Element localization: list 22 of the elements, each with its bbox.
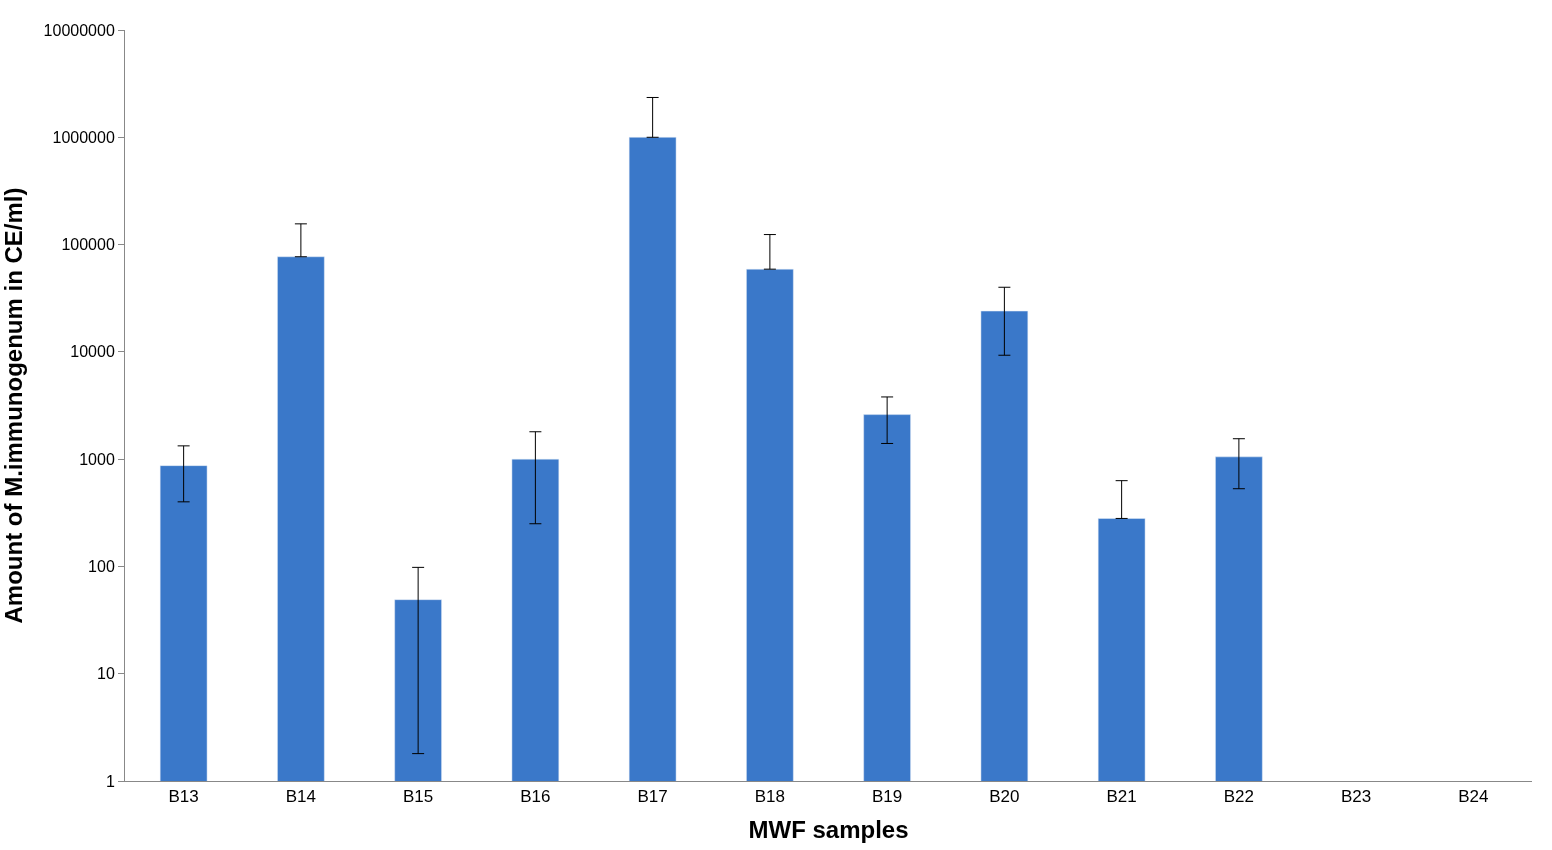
y-tick-label: 100000 [61, 236, 115, 254]
x-tick-label: B19 [872, 787, 903, 807]
y-tick-label: 10000000 [43, 21, 115, 39]
y-tick-label: 10000 [70, 343, 115, 361]
x-tick-label: B24 [1458, 787, 1489, 807]
y-tick-label: 1000 [79, 450, 115, 468]
x-tick-label: B17 [637, 787, 668, 807]
x-axis-title: MWF samples [748, 815, 909, 843]
y-tick-label: 1 [105, 772, 115, 790]
x-tick-label: B23 [1341, 787, 1372, 807]
x-tick-label: B15 [403, 787, 434, 807]
y-tick-label: 100 [88, 558, 115, 576]
x-tick-label: B16 [520, 787, 551, 807]
y-axis-title: Amount of M.immunogenum in CE/ml) [0, 187, 27, 624]
x-tick-label: B22 [1223, 787, 1255, 807]
y-tick-label: 1000000 [52, 128, 115, 146]
x-tick-label: B18 [754, 787, 786, 807]
x-tick-label: B21 [1106, 787, 1137, 807]
x-tick-label: B14 [285, 787, 317, 807]
x-tick-label: B20 [989, 787, 1020, 807]
y-tick-label: 10 [97, 665, 115, 683]
x-tick-label: B13 [168, 787, 199, 807]
